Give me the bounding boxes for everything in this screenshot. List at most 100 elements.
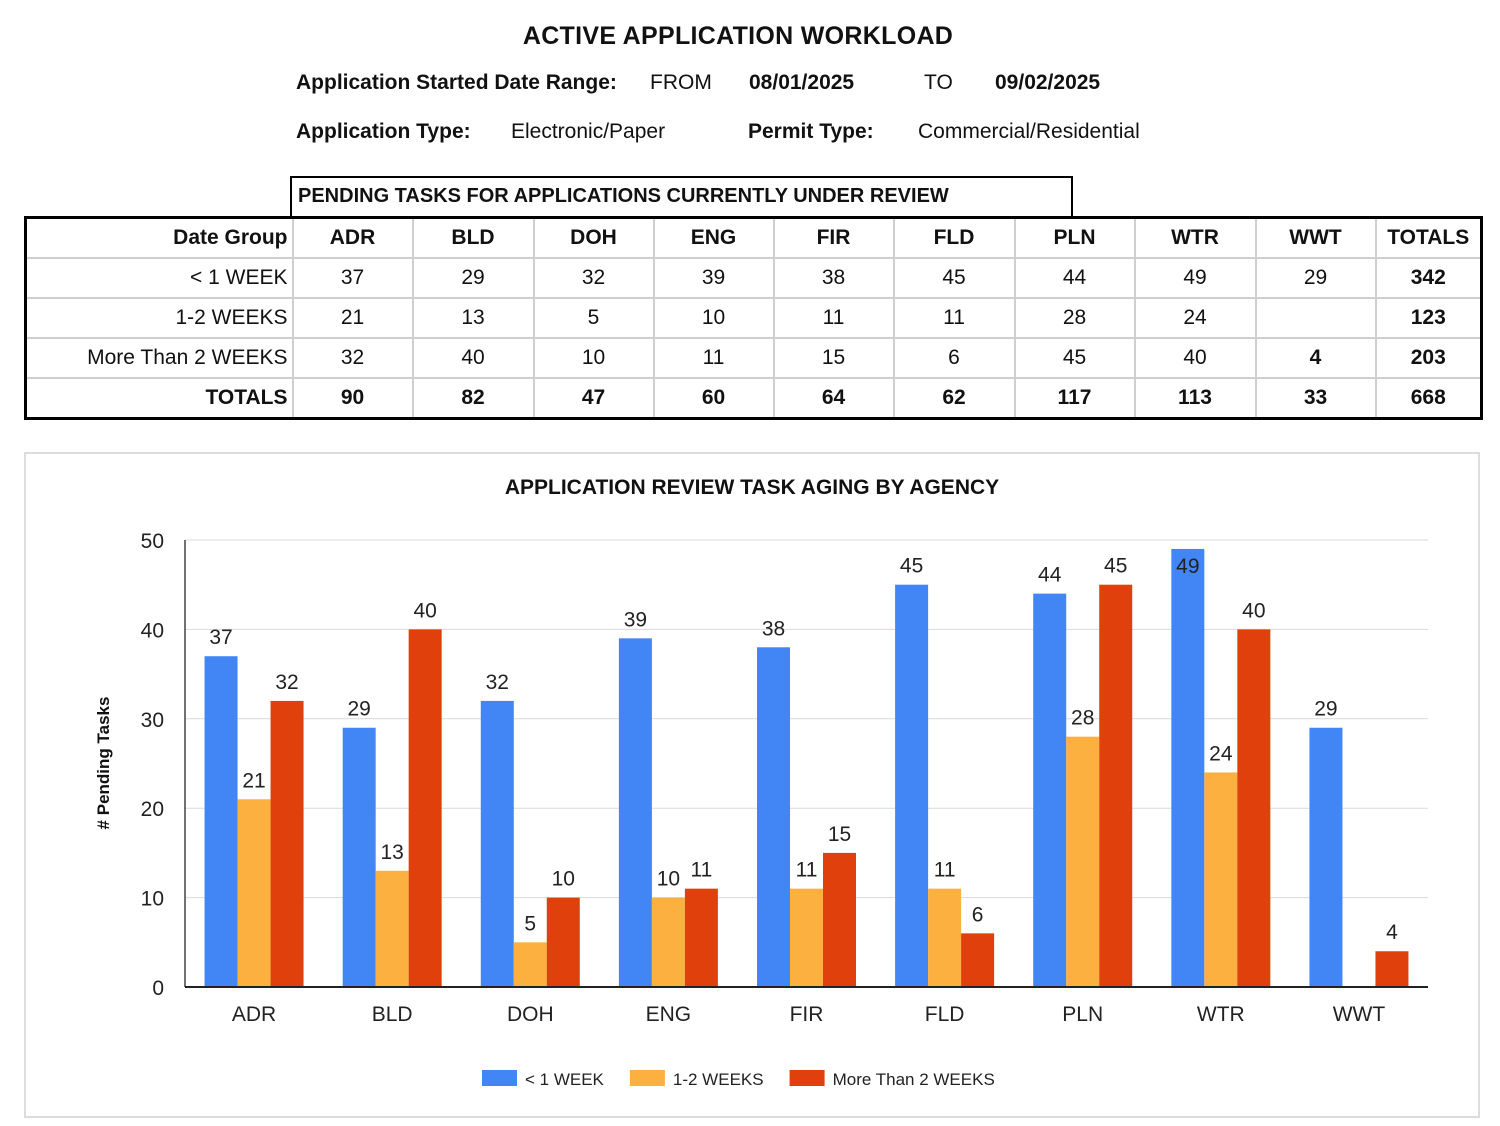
bar-lt1week (1171, 548, 1205, 987)
table-cell: 11 (773, 298, 895, 339)
table-cell (1255, 298, 1377, 339)
data-label: 29 (1314, 698, 1337, 721)
to-date: 09/02/2025 (995, 71, 1101, 94)
data-label: 15 (828, 823, 851, 846)
legend-label: < 1 WEEK (525, 1070, 605, 1089)
data-label: 49 (1176, 555, 1199, 578)
x-tick-label: WTR (1197, 1003, 1245, 1026)
header-doh: DOH (533, 217, 655, 259)
data-label: 44 (1038, 564, 1062, 587)
application-type-label: Application Type: (296, 120, 471, 143)
grand-total: 668 (1410, 386, 1446, 409)
y-tick-label: 50 (141, 530, 164, 553)
data-label: 21 (242, 769, 265, 792)
data-label: 10 (552, 868, 575, 891)
bar-gt2weeks (823, 852, 856, 987)
data-label: 32 (275, 671, 298, 694)
data-label: 28 (1071, 707, 1094, 730)
bar-1to2weeks (237, 799, 271, 987)
header-totals: TOTALS (1375, 217, 1482, 259)
data-label: 11 (934, 859, 956, 882)
bar-gt2weeks (1375, 951, 1409, 987)
table-cell: 39 (653, 258, 775, 299)
bar-1to2weeks (928, 888, 962, 987)
bar-gt2weeks (684, 888, 718, 987)
data-label: 11 (796, 859, 818, 882)
bar-1to2weeks (1066, 736, 1100, 987)
legend-swatch (789, 1070, 825, 1086)
row-total: 123 (1375, 298, 1482, 339)
table-cell: 44 (1014, 258, 1136, 299)
data-label: 45 (900, 555, 923, 578)
column-total: 62 (893, 378, 1016, 419)
date-range-label: Application Started Date Range: (296, 71, 617, 94)
table-cell: 11 (653, 338, 775, 379)
permit-type-label: Permit Type: (748, 120, 874, 143)
data-label: 11 (690, 859, 712, 882)
row-total: 203 (1375, 338, 1482, 379)
table-row: 1-2 WEEKS 21 13 5 10 11 11 28 24 123 (25, 298, 1482, 339)
column-total: 60 (653, 378, 775, 419)
bar-lt1week (204, 656, 238, 987)
table-cell: 38 (773, 258, 895, 299)
bar-lt1week (1033, 593, 1067, 987)
bar-lt1week (342, 727, 376, 987)
header-date-group: Date Group (25, 217, 294, 259)
x-tick-label: WWT (1333, 1003, 1386, 1026)
table-cell: 32 (533, 258, 655, 299)
data-label: 45 (1104, 555, 1127, 578)
table-cell: 29 (1255, 258, 1377, 299)
report-title: ACTIVE APPLICATION WORKLOAD (522, 22, 954, 50)
data-label: 38 (762, 617, 785, 640)
bar-gt2weeks (961, 933, 995, 987)
table-cell: 5 (533, 298, 655, 339)
table-header-row: Date Group ADR BLD DOH ENG FIR FLD PLN W… (25, 217, 1482, 259)
table-cell: 6 (893, 338, 1016, 379)
table-cell: 32 (292, 338, 414, 379)
permit-type-value: Commercial/Residential (918, 120, 1140, 143)
data-label: 10 (657, 868, 680, 891)
x-tick-label: FLD (925, 1003, 965, 1026)
chart-frame (24, 452, 1480, 1118)
table-cell: 45 (893, 258, 1016, 299)
header-wwt: WWT (1255, 217, 1377, 259)
bar-1to2weeks (790, 888, 823, 987)
from-label: FROM (650, 71, 712, 94)
column-total: 113 (1134, 378, 1257, 419)
table-cell: 24 (1134, 298, 1257, 339)
x-tick-label: DOH (507, 1003, 554, 1026)
header-fir: FIR (773, 217, 895, 259)
application-type-value: Electronic/Paper (511, 120, 666, 143)
bar-lt1week (757, 647, 790, 987)
row-label: More Than 2 WEEKS (25, 338, 294, 379)
data-label: 29 (347, 698, 370, 721)
row-label: TOTALS (25, 378, 294, 419)
column-total: 90 (292, 378, 414, 419)
data-label: 13 (380, 841, 403, 864)
bar-1to2weeks (1204, 772, 1238, 987)
legend-swatch (482, 1070, 517, 1086)
column-total: 117 (1014, 378, 1136, 419)
header-pln: PLN (1014, 217, 1136, 259)
legend-label: 1-2 WEEKS (673, 1070, 764, 1089)
table-cell: 21 (292, 298, 414, 339)
y-tick-label: 10 (141, 888, 164, 911)
table-row: More Than 2 WEEKS 32 40 10 11 15 6 45 40… (25, 338, 1482, 379)
bar-gt2weeks (408, 629, 442, 987)
header-adr: ADR (292, 217, 414, 259)
data-label: 40 (413, 599, 436, 622)
table-cell: 40 (1134, 338, 1257, 379)
row-label: 1-2 WEEKS (25, 298, 294, 339)
table-cell: 37 (292, 258, 414, 299)
data-label: 5 (524, 912, 536, 935)
column-total: 64 (773, 378, 895, 419)
bar-lt1week (480, 700, 514, 987)
header-bld: BLD (412, 217, 535, 259)
table-row: < 1 WEEK 37 29 32 39 38 45 44 49 29 342 (25, 258, 1482, 299)
y-tick-label: 0 (152, 977, 164, 1000)
bar-gt2weeks (546, 897, 580, 987)
bar-gt2weeks (1099, 584, 1133, 987)
row-label: < 1 WEEK (25, 258, 294, 299)
y-tick-label: 30 (141, 709, 164, 732)
